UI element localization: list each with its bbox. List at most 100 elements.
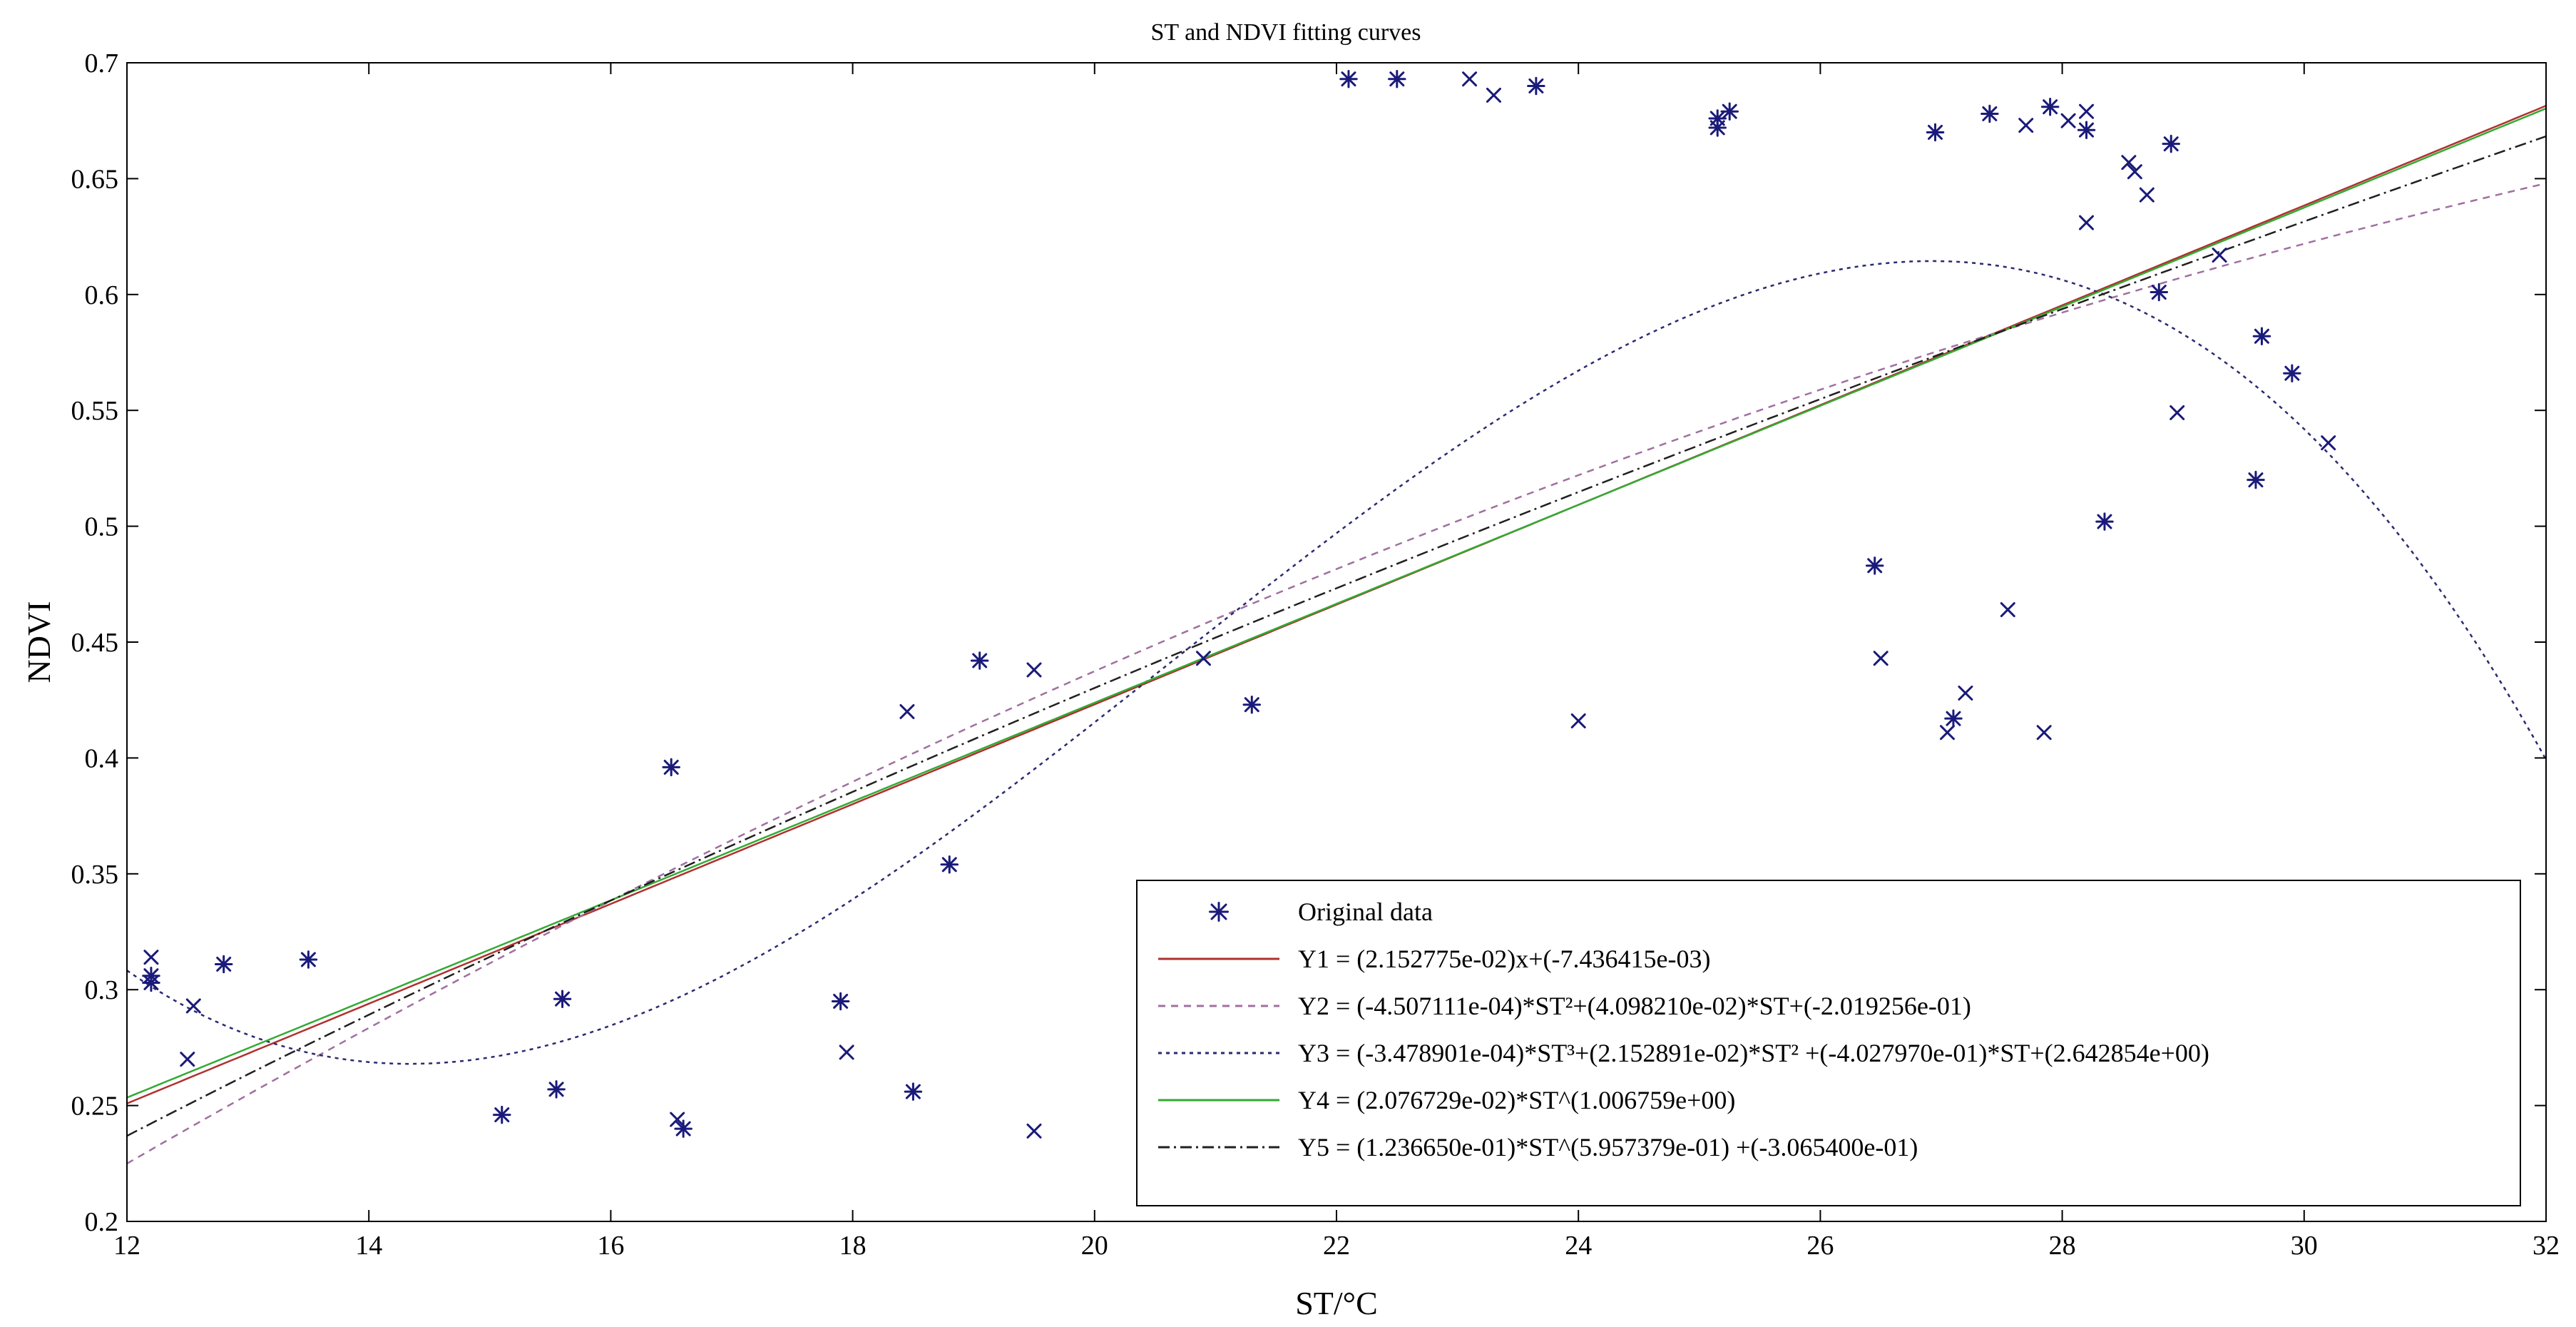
x-tick-label: 14 bbox=[355, 1231, 382, 1261]
data-point bbox=[553, 990, 572, 1008]
data-point bbox=[2139, 187, 2155, 203]
y-tick-label: 0.7 bbox=[85, 49, 119, 78]
data-point bbox=[2079, 103, 2095, 119]
data-point bbox=[142, 966, 160, 985]
data-point bbox=[2040, 97, 2060, 116]
x-tick-label: 18 bbox=[839, 1231, 867, 1261]
data-point bbox=[1026, 662, 1042, 678]
data-point bbox=[904, 1082, 923, 1101]
data-point bbox=[899, 703, 915, 719]
data-point bbox=[547, 1080, 566, 1099]
data-point bbox=[670, 1112, 685, 1127]
data-point bbox=[1570, 713, 1586, 728]
data-point bbox=[2077, 121, 2096, 139]
data-point bbox=[1388, 69, 1406, 88]
data-point bbox=[143, 950, 159, 965]
data-point bbox=[2150, 283, 2169, 302]
y-tick-label: 0.3 bbox=[85, 975, 119, 1005]
axis-ticks: 12 14 16 18 20 22 24 26 28 30 32 0.2 0.25 0.3 0.35 0.4 0… bbox=[71, 49, 2560, 1261]
fit-curve-y5 bbox=[127, 135, 2546, 1137]
data-point bbox=[2036, 725, 2052, 741]
data-point bbox=[2000, 602, 2015, 618]
data-point bbox=[2283, 364, 2301, 382]
legend-entry: Y4 = (2.076729e-02)*ST^(1.006759e+00) bbox=[1158, 1086, 1735, 1114]
data-point bbox=[831, 992, 850, 1011]
fit-curve-y3 bbox=[127, 260, 2546, 1065]
data-point bbox=[839, 1044, 854, 1060]
x-tick-label: 12 bbox=[113, 1231, 140, 1261]
data-point bbox=[2252, 327, 2271, 346]
legend: Original data Y1 = (2.152775e-02)x+(-7.43… bbox=[1136, 880, 2521, 1206]
y-tick-label: 0.25 bbox=[71, 1092, 119, 1122]
legend-box bbox=[1136, 880, 2521, 1206]
data-point bbox=[1939, 725, 1955, 741]
chart-title: ST and NDVI fitting curves bbox=[1151, 19, 1421, 46]
data-point bbox=[1195, 651, 1211, 666]
y-tick-label: 0.4 bbox=[85, 743, 119, 773]
data-point bbox=[1926, 123, 1945, 142]
data-point bbox=[1242, 695, 1262, 714]
data-point bbox=[1527, 76, 1545, 96]
data-point bbox=[674, 1119, 692, 1138]
data-point bbox=[1486, 87, 1501, 103]
y-tick-label: 0.2 bbox=[85, 1207, 119, 1237]
y-tick-label: 0.45 bbox=[71, 628, 119, 658]
fit-curves bbox=[127, 105, 2546, 1164]
data-point bbox=[662, 758, 680, 777]
x-tick-label: 30 bbox=[2291, 1231, 2318, 1261]
data-point bbox=[2018, 118, 2034, 133]
y-axis-title: NDVI bbox=[21, 601, 57, 683]
x-tick-label: 20 bbox=[1081, 1231, 1108, 1261]
x-tick-label: 26 bbox=[1806, 1231, 1834, 1261]
x-axis-title: ST/°C bbox=[1295, 1285, 1378, 1321]
data-point bbox=[2095, 512, 2114, 531]
legend-label: Y4 = (2.076729e-02)*ST^(1.006759e+00) bbox=[1298, 1086, 1735, 1114]
data-point bbox=[299, 950, 318, 969]
legend-label: Original data bbox=[1298, 898, 1433, 926]
data-point bbox=[2169, 405, 2185, 420]
legend-label: Y3 = (-3.478901e-04)*ST³+(2.152891e-02)*… bbox=[1298, 1039, 2209, 1067]
legend-label: Y1 = (2.152775e-02)x+(-7.436415e-03) bbox=[1298, 945, 1710, 973]
x-tick-label: 28 bbox=[2049, 1231, 2076, 1261]
data-point bbox=[2121, 155, 2137, 171]
data-point bbox=[1944, 709, 1963, 728]
legend-label: Y5 = (1.236650e-01)*ST^(5.957379e-01) +(… bbox=[1298, 1133, 1918, 1161]
fit-curve-y2 bbox=[127, 182, 2546, 1164]
legend-entry: Y5 = (1.236650e-01)*ST^(5.957379e-01) +(… bbox=[1158, 1133, 1918, 1161]
data-point bbox=[1865, 556, 1884, 575]
y-tick-label: 0.6 bbox=[85, 280, 119, 310]
legend-marker bbox=[1209, 902, 1229, 922]
data-point bbox=[970, 651, 989, 670]
data-point bbox=[2162, 134, 2180, 153]
y-tick-label: 0.55 bbox=[71, 396, 119, 426]
x-tick-label: 24 bbox=[1565, 1231, 1592, 1261]
data-point bbox=[2212, 248, 2227, 263]
data-point bbox=[2127, 164, 2142, 180]
data-point bbox=[1958, 685, 1973, 701]
legend-entry: Original data bbox=[1209, 898, 1433, 926]
data-point bbox=[2321, 435, 2336, 451]
legend-entry: Y2 = (-4.507111e-04)*ST²+(4.098210e-02)*… bbox=[1158, 992, 1971, 1020]
data-point bbox=[185, 998, 201, 1014]
data-point bbox=[493, 1105, 511, 1124]
x-tick-label: 16 bbox=[597, 1231, 624, 1261]
x-tick-label: 22 bbox=[1323, 1231, 1350, 1261]
data-point bbox=[1873, 651, 1888, 666]
data-point bbox=[2079, 215, 2095, 230]
legend-entry: Y3 = (-3.478901e-04)*ST³+(2.152891e-02)*… bbox=[1158, 1039, 2209, 1067]
data-point bbox=[1980, 104, 1999, 123]
y-tick-label: 0.35 bbox=[71, 860, 119, 890]
data-point bbox=[1339, 69, 1358, 88]
y-tick-label: 0.5 bbox=[85, 512, 119, 542]
data-point bbox=[2247, 470, 2265, 489]
y-tick-label: 0.65 bbox=[71, 164, 119, 194]
data-point bbox=[180, 1052, 195, 1067]
data-points bbox=[142, 69, 2336, 1139]
data-point bbox=[1720, 102, 1739, 121]
plot-area bbox=[127, 69, 2546, 1164]
data-point bbox=[1462, 71, 1478, 87]
x-tick-label: 32 bbox=[2532, 1231, 2560, 1261]
fit-curve-y4 bbox=[127, 107, 2546, 1099]
data-point bbox=[1026, 1123, 1042, 1139]
